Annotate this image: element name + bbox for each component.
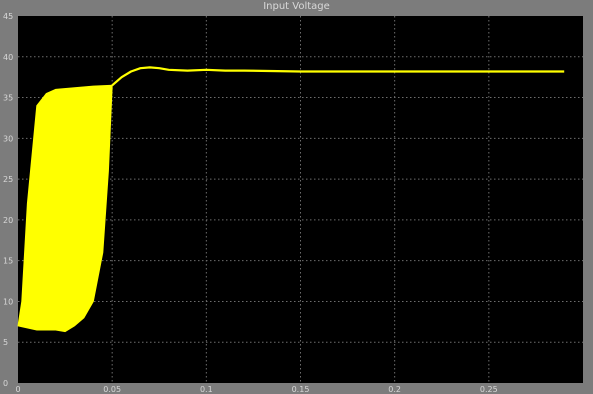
y-tick-label: 45 [3, 12, 13, 21]
y-tick-label: 20 [3, 216, 13, 225]
x-tick-label: 0 [15, 385, 20, 394]
series-oscillation-band [17, 84, 113, 333]
y-tick-label: 35 [3, 94, 13, 103]
y-tick-label: 15 [3, 257, 13, 266]
x-axis-ticks: 0 0.05 0.1 0.15 0.2 0.25 [15, 385, 497, 394]
x-tick-label: 0.2 [388, 385, 401, 394]
y-tick-label: 25 [3, 175, 13, 184]
x-tick-label: 0.1 [200, 385, 213, 394]
x-tick-label: 0.15 [292, 385, 310, 394]
y-tick-label: 10 [3, 297, 13, 306]
grid [18, 16, 583, 383]
y-axis-ticks: 0 5 10 15 20 25 30 35 40 45 [3, 12, 13, 388]
y-tick-label: 40 [3, 53, 13, 62]
series-line [111, 66, 565, 87]
trace-layer [17, 66, 565, 333]
x-tick-label: 0.05 [103, 385, 121, 394]
x-tick-label: 0.25 [480, 385, 498, 394]
chart-title: Input Voltage [263, 1, 330, 12]
y-tick-label: 0 [3, 379, 8, 388]
y-tick-label: 5 [3, 338, 8, 347]
y-tick-label: 30 [3, 134, 13, 143]
